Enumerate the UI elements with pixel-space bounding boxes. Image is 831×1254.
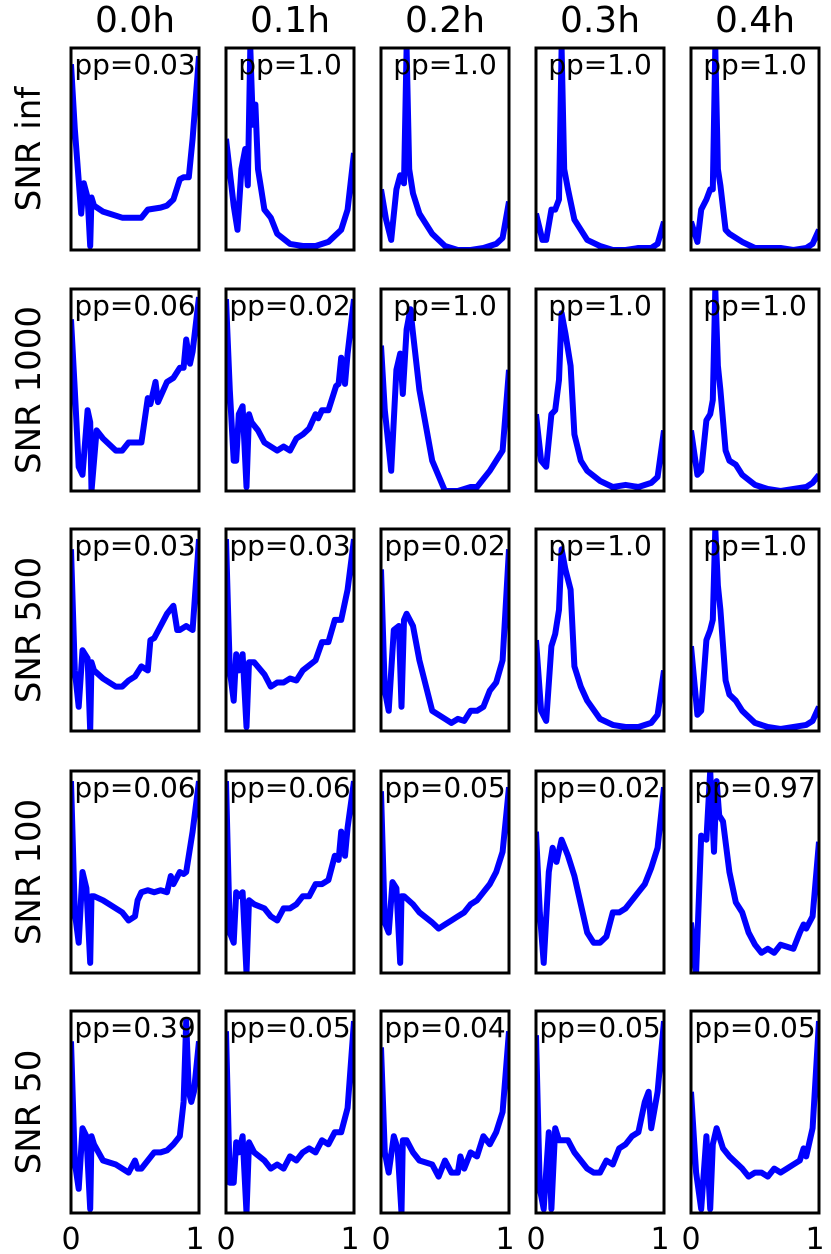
panel-frame bbox=[224, 46, 356, 252]
panel-frame bbox=[534, 769, 666, 975]
column-title: 0.2h bbox=[405, 0, 485, 41]
series-line bbox=[536, 48, 664, 250]
panel-frame bbox=[534, 1009, 666, 1215]
row-label: SNR 100 bbox=[9, 799, 49, 945]
series-line bbox=[691, 1020, 819, 1212]
pp-annotation: pp=1.0 bbox=[393, 289, 497, 322]
panel-frame bbox=[379, 46, 511, 252]
pp-annotation: pp=0.06 bbox=[74, 771, 195, 804]
panel-frame bbox=[379, 1009, 511, 1215]
row-label: SNR inf bbox=[9, 86, 49, 211]
row-label: SNR 50 bbox=[9, 1050, 49, 1175]
panel-frame bbox=[689, 287, 821, 493]
pp-annotation: pp=1.0 bbox=[238, 48, 342, 81]
pp-annotation: pp=1.0 bbox=[548, 529, 652, 562]
series-line bbox=[536, 546, 664, 730]
x-tick-label: 0 bbox=[681, 1222, 700, 1254]
series-line bbox=[71, 55, 199, 249]
panel-frame bbox=[379, 527, 511, 733]
series-line bbox=[381, 1030, 509, 1213]
series-line bbox=[226, 48, 354, 249]
series-line bbox=[381, 549, 509, 726]
pp-annotation: pp=1.0 bbox=[548, 289, 652, 322]
series-line bbox=[226, 298, 354, 490]
series-line bbox=[71, 538, 199, 731]
pp-annotation: pp=1.0 bbox=[703, 529, 807, 562]
pp-annotation: pp=0.02 bbox=[384, 529, 505, 562]
pp-annotation: pp=0.04 bbox=[384, 1011, 505, 1044]
pp-annotation: pp=0.02 bbox=[229, 289, 350, 322]
series-line bbox=[536, 310, 664, 490]
pp-annotation: pp=1.0 bbox=[548, 48, 652, 81]
pp-annotation: pp=0.05 bbox=[384, 771, 505, 804]
x-tick-label: 0 bbox=[61, 1222, 80, 1254]
x-tick-label: 1 bbox=[185, 1222, 204, 1254]
series-line bbox=[536, 1020, 664, 1212]
x-tick-label: 0 bbox=[371, 1222, 390, 1254]
panel-frame bbox=[534, 287, 666, 493]
panel-frame bbox=[224, 1009, 356, 1215]
panel-frame bbox=[224, 287, 356, 493]
panel-frame bbox=[534, 46, 666, 252]
series-line bbox=[71, 1018, 199, 1212]
panel-frame bbox=[689, 769, 821, 975]
pp-annotation: pp=0.05 bbox=[539, 1011, 660, 1044]
pp-annotation: pp=0.97 bbox=[694, 771, 815, 804]
series-line bbox=[691, 48, 819, 250]
series-line bbox=[381, 786, 509, 966]
column-title: 0.0h bbox=[95, 0, 175, 41]
pp-annotation: pp=0.06 bbox=[74, 289, 195, 322]
panel-frame bbox=[69, 1009, 201, 1215]
x-tick-label: 1 bbox=[805, 1222, 824, 1254]
panel-frame bbox=[379, 769, 511, 975]
panel-frame bbox=[689, 46, 821, 252]
pp-annotation: pp=0.03 bbox=[74, 48, 195, 81]
panel-frame bbox=[689, 1009, 821, 1215]
x-tick-label: 1 bbox=[650, 1222, 669, 1254]
x-tick-label: 0 bbox=[216, 1222, 235, 1254]
pp-annotation: pp=0.39 bbox=[74, 1011, 195, 1044]
pp-annotation: pp=0.06 bbox=[229, 771, 350, 804]
series-line bbox=[71, 296, 199, 491]
pp-annotation: pp=0.05 bbox=[229, 1011, 350, 1044]
panel-frame bbox=[379, 287, 511, 493]
series-line bbox=[691, 771, 819, 973]
series-line bbox=[226, 538, 354, 730]
pp-annotation: pp=1.0 bbox=[703, 289, 807, 322]
series-line bbox=[226, 1020, 354, 1213]
series-line bbox=[536, 786, 664, 966]
pp-annotation: pp=0.03 bbox=[74, 529, 195, 562]
x-tick-label: 0 bbox=[526, 1222, 545, 1254]
pp-annotation: pp=1.0 bbox=[393, 48, 497, 81]
series-line bbox=[226, 780, 354, 973]
x-tick-label: 1 bbox=[495, 1222, 514, 1254]
series-line bbox=[381, 306, 509, 491]
pp-annotation: pp=0.03 bbox=[229, 529, 350, 562]
pp-annotation: pp=0.05 bbox=[694, 1011, 815, 1044]
panel-frame bbox=[69, 46, 201, 252]
x-tick-label: 1 bbox=[340, 1222, 359, 1254]
series-line bbox=[381, 48, 509, 250]
column-title: 0.4h bbox=[715, 0, 795, 41]
pp-annotation: pp=0.02 bbox=[539, 771, 660, 804]
series-line bbox=[691, 529, 819, 731]
panel-frame bbox=[69, 287, 201, 493]
row-label: SNR 500 bbox=[9, 557, 49, 703]
column-title: 0.3h bbox=[560, 0, 640, 41]
row-label: SNR 1000 bbox=[9, 306, 49, 474]
series-line bbox=[71, 780, 199, 966]
panel-frame bbox=[534, 527, 666, 733]
panel-frame bbox=[689, 527, 821, 733]
panel-frame bbox=[224, 527, 356, 733]
panel-frame bbox=[69, 769, 201, 975]
column-title: 0.1h bbox=[250, 0, 330, 41]
series-line bbox=[691, 289, 819, 491]
panel-frame bbox=[224, 769, 356, 975]
panel-frame bbox=[69, 527, 201, 733]
pp-annotation: pp=1.0 bbox=[703, 48, 807, 81]
